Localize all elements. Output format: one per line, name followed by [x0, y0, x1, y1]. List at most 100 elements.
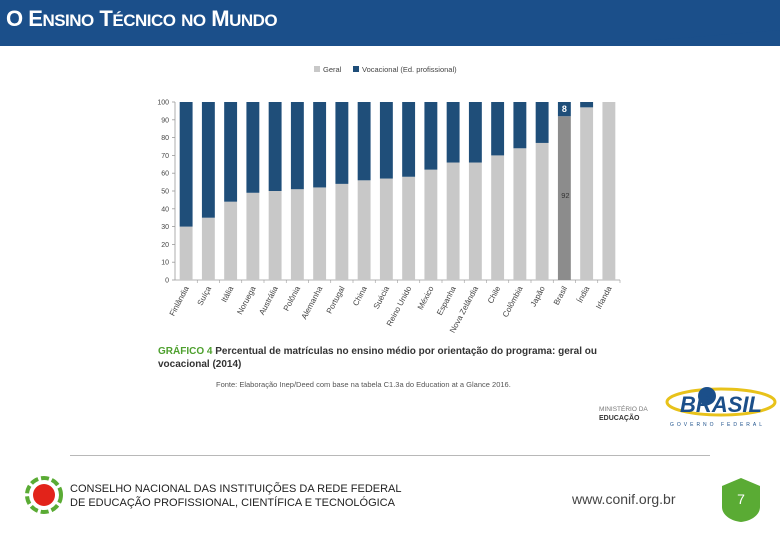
caption-text: Percentual de matrículas no ensino médio… [158, 346, 597, 370]
header-curve-decoration [0, 30, 780, 46]
bar-geral [491, 155, 505, 280]
bar-vocacional [224, 102, 238, 202]
x-tick-label: Polônia [282, 284, 303, 312]
footer-divider [70, 455, 710, 456]
bar-geral [513, 148, 527, 280]
org-line1: CONSELHO NACIONAL DAS INSTITUIÇÕES DA RE… [70, 483, 402, 495]
x-tick-label: Austrália [257, 284, 280, 316]
brasil-vocacional-value-label: 8 [562, 104, 567, 114]
bar-geral [557, 116, 571, 280]
title-word: ENSINO [28, 6, 94, 31]
bar-vocacional [468, 102, 482, 163]
bar-geral [313, 187, 327, 280]
y-tick-label: 50 [161, 189, 169, 196]
y-tick-label: 40 [161, 206, 169, 213]
bar-vocacional [179, 102, 193, 227]
x-tick-label: Itália [220, 284, 236, 304]
x-tick-label: Espanha [435, 284, 458, 317]
bar-geral [468, 162, 482, 280]
y-tick-label: 100 [157, 100, 169, 107]
bar-vocacional [446, 102, 460, 163]
bar-vocacional [379, 102, 393, 179]
brasil-logo-arc [665, 387, 777, 417]
bar-geral [535, 142, 549, 280]
bar-vocacional [290, 102, 304, 190]
brasil-logo: BRASIL [665, 387, 777, 417]
x-tick-label: Noruega [235, 284, 258, 316]
website-url[interactable]: www.conif.org.br [572, 491, 676, 507]
bar-geral [580, 107, 594, 280]
chart-source: Fonte: Elaboração Inep/Deed com base na … [216, 380, 511, 389]
page-title: O ENSINO TÉCNICO NO MUNDO [6, 6, 278, 32]
bar-vocacional [268, 102, 282, 191]
legend-label-vocacional: Vocacional (Ed. profissional) [362, 65, 457, 74]
bar-geral [446, 162, 460, 280]
chart-legend: Geral Vocacional (Ed. profissional) [314, 65, 457, 74]
legend-label-geral: Geral [323, 65, 342, 74]
x-tick-label: Japão [529, 284, 547, 308]
ministerio-logo-text: MINISTÉRIO DA EDUCAÇÃO [599, 405, 648, 423]
x-tick-label: Alemanha [300, 284, 325, 321]
bar-vocacional [335, 102, 349, 184]
bar-geral [602, 102, 616, 280]
bar-geral [290, 189, 304, 280]
x-tick-label: Irlanda [594, 284, 614, 310]
conif-organization-name: CONSELHO NACIONAL DAS INSTITUIÇÕES DA RE… [70, 482, 402, 510]
bar-geral [335, 183, 349, 280]
bar-geral [201, 217, 215, 280]
bar-geral [424, 169, 438, 280]
bar-vocacional [491, 102, 505, 156]
x-tick-label: Suíça [196, 284, 214, 307]
page-number-shield [722, 478, 760, 522]
title-word: O [6, 6, 23, 31]
caption-label: GRÁFICO 4 [158, 346, 213, 357]
bar-geral [224, 201, 238, 280]
x-tick-label: Brasil [552, 285, 569, 307]
brasil-geral-value-label: 92 [561, 191, 569, 200]
bar-vocacional [357, 102, 371, 181]
y-tick-label: 30 [161, 224, 169, 231]
x-tick-label: Suécia [372, 284, 392, 310]
conif-logo-icon [25, 476, 63, 514]
x-tick-label: Portugal [325, 285, 347, 316]
y-tick-label: 90 [161, 117, 169, 124]
x-tick-label: Índia [575, 284, 591, 304]
org-line2: DE EDUCAÇÃO PROFISSIONAL, CIENTÍFICA E T… [70, 497, 395, 509]
y-tick-label: 20 [161, 242, 169, 249]
title-word: MUNDO [211, 6, 278, 31]
bar-geral [402, 176, 416, 280]
y-tick-label: 0 [165, 278, 169, 285]
brasil-logo-word: BRASIL [680, 392, 762, 417]
legend-swatch-geral [314, 66, 320, 72]
legend-swatch-vocacional [353, 66, 359, 72]
x-tick-label: Colômbia [501, 284, 525, 319]
bar-vocacional [201, 102, 215, 218]
y-tick-label: 80 [161, 135, 169, 142]
governo-federal-text: GOVERNO FEDERAL [670, 422, 766, 428]
brasil-logo-globe [698, 387, 716, 405]
bar-geral [179, 226, 193, 280]
x-tick-label: China [351, 284, 369, 307]
ministerio-line1: MINISTÉRIO DA [599, 406, 648, 413]
bar-geral [268, 191, 282, 280]
bar-vocacional [557, 102, 571, 117]
bar-geral [379, 178, 393, 280]
bar-vocacional [313, 102, 327, 188]
y-tick-label: 70 [161, 153, 169, 160]
y-tick-label: 10 [161, 260, 169, 267]
x-tick-label: Finlândia [168, 284, 191, 317]
bar-geral [357, 180, 371, 280]
bar-vocacional [513, 102, 527, 149]
bar-vocacional [402, 102, 416, 177]
chart-x-labels: Finlândia Suíça Itália Noruega Austrália Polô… [168, 284, 614, 334]
chart-caption: GRÁFICO 4 Percentual de matrículas no en… [158, 345, 620, 371]
bar-vocacional [424, 102, 438, 170]
enrollment-chart: Geral Vocacional (Ed. profissional) 0 10 2… [157, 65, 621, 334]
bar-vocacional [580, 102, 594, 108]
page-number: 7 [737, 491, 745, 507]
bar-vocacional [535, 102, 549, 143]
bar-vocacional [246, 102, 260, 193]
title-word: TÉCNICO [99, 6, 176, 31]
title-word: NO [181, 11, 206, 30]
y-tick-label: 60 [161, 171, 169, 178]
